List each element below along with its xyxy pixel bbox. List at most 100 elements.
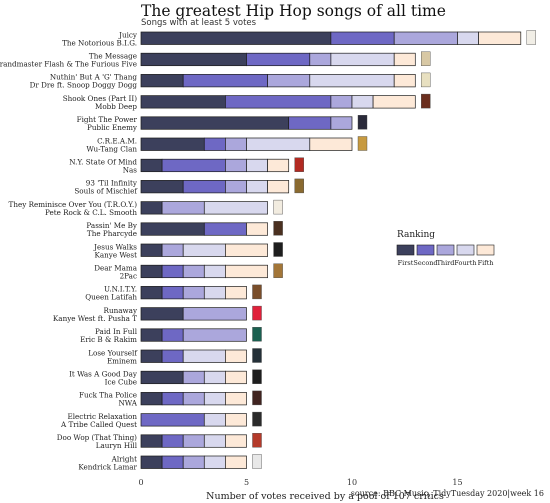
song-title-label: Fuck Tha Police [79, 391, 137, 400]
bar-segment-first-0 [140, 31, 332, 45]
legend-swatch-second [416, 244, 435, 256]
album-cover-11 [273, 263, 283, 278]
bar-segment-third-12 [182, 286, 205, 300]
bar-segment-fourth-5 [246, 137, 311, 151]
album-cover-0 [526, 30, 536, 45]
bar-segment-second-14 [161, 328, 184, 342]
song-title-label: Alright [111, 454, 137, 463]
bar-segment-second-6 [161, 158, 226, 173]
song-title-label: Lose Yourself [88, 348, 138, 357]
bar-segment-fifth-6 [267, 158, 290, 173]
legend-swatch-third [436, 244, 455, 256]
song-title-label: Nuthin' But A 'G' Thang [50, 73, 137, 82]
bar-segment-fifth-20 [225, 455, 247, 469]
bar-segment-fourth-17 [203, 392, 226, 406]
bar-segment-third-19 [182, 434, 205, 448]
bar-segment-fifth-1 [393, 52, 416, 67]
bar-segment-fourth-6 [246, 158, 268, 173]
bar-segment-first-17 [140, 392, 163, 406]
bar-segment-first-14 [140, 328, 163, 342]
song-title-label: Passin' Me By [86, 221, 138, 230]
album-cover-19 [252, 433, 262, 448]
bar-segment-first-15 [140, 349, 163, 363]
bar-segment-second-15 [161, 349, 184, 363]
song-title-label: They Reminisce Over You (T.R.O.Y.) [9, 200, 138, 209]
bar-segment-fourth-2 [309, 74, 395, 88]
artist-label: A Tribe Called Quest [60, 420, 137, 429]
song-title-label: N.Y. State Of Mind [69, 157, 137, 166]
bar-segment-first-16 [140, 370, 184, 385]
song-title-label: Fight The Power [77, 115, 138, 124]
artist-label: Pete Rock & C.L. Smooth [45, 208, 137, 217]
legend-label-third: Third [437, 259, 455, 267]
bar-segment-first-19 [140, 434, 163, 448]
bar-segment-third-0 [393, 31, 458, 45]
bar-segment-third-6 [225, 158, 247, 173]
bar-segment-fifth-7 [267, 180, 290, 194]
bar-segment-first-8 [140, 201, 163, 215]
bar-segment-second-9 [203, 222, 247, 236]
artist-label: Mobb Deep [95, 102, 137, 111]
legend-label-second: Second [413, 259, 437, 267]
bar-segment-fourth-1 [330, 52, 395, 67]
bar-segment-third-10 [161, 243, 184, 257]
bar-segment-fifth-11 [225, 264, 268, 279]
bar-segment-second-19 [161, 434, 184, 448]
artist-label: Public Enemy [87, 123, 138, 132]
song-title-label: 93 'Til Infinity [86, 179, 138, 188]
bar-segment-fifth-17 [225, 392, 247, 406]
bar-segment-second-3 [225, 95, 332, 109]
bar-segment-fifth-12 [225, 286, 247, 300]
chart-title: The greatest Hip Hop songs of all time [141, 2, 446, 20]
bar-segment-third-13 [182, 307, 247, 321]
album-cover-8 [273, 199, 283, 215]
bar-segment-first-1 [140, 52, 247, 67]
legend-label-fourth: Fourth [454, 259, 476, 267]
artist-label: Kanye West ft. Pusha T [53, 314, 137, 323]
bar-segment-fourth-8 [203, 201, 268, 215]
bar-segment-second-4 [288, 116, 332, 130]
song-title-label: Shook Ones (Part II) [63, 94, 137, 103]
artist-label: Eminem [107, 356, 137, 365]
bar-segment-fourth-20 [203, 455, 226, 469]
album-cover-1 [421, 51, 431, 66]
song-title-label: Dear Mama [94, 263, 137, 272]
bar-segment-fifth-19 [225, 434, 247, 448]
bar-segment-second-5 [203, 137, 226, 151]
album-cover-9 [273, 221, 283, 236]
bar-segment-first-10 [140, 243, 163, 257]
bar-segment-fourth-12 [203, 286, 226, 300]
bar-segment-second-7 [182, 180, 226, 194]
song-title-label: U.N.I.T.Y. [104, 285, 137, 294]
artist-label: Lauryn Hill [96, 441, 138, 450]
bar-segment-first-3 [140, 95, 226, 109]
song-title-label: The Message [89, 51, 137, 60]
bar-segment-second-18 [140, 413, 205, 427]
bar-segment-third-8 [161, 201, 205, 215]
bar-segment-first-6 [140, 158, 163, 173]
x-axis-label: Number of votes received by a pool of 10… [206, 491, 444, 502]
bar-segment-second-0 [330, 31, 395, 45]
album-cover-3 [421, 93, 431, 109]
song-title-label: Electric Relaxation [68, 412, 138, 421]
bar-segment-third-7 [225, 180, 247, 194]
artist-label: Wu-Tang Clan [86, 144, 137, 153]
bar-segment-third-4 [330, 116, 353, 130]
bar-segment-second-2 [182, 74, 268, 88]
bar-segment-third-2 [267, 74, 311, 88]
artist-label: Queen Latifah [85, 293, 137, 302]
song-title-label: Juicy [118, 30, 138, 39]
artist-label: 2Pac [120, 271, 137, 280]
bar-segment-first-9 [140, 222, 205, 236]
bar-segment-third-11 [182, 264, 205, 279]
song-title-label: Runaway [104, 306, 138, 315]
bar-segment-third-14 [182, 328, 247, 342]
bar-segment-fourth-18 [203, 413, 226, 427]
album-cover-15 [252, 348, 262, 363]
album-cover-13 [252, 305, 262, 321]
bar-segment-fifth-5 [309, 137, 353, 151]
album-cover-4 [357, 115, 368, 130]
song-title-label: C.R.E.A.M. [97, 136, 137, 145]
bar-segment-first-2 [140, 74, 184, 88]
